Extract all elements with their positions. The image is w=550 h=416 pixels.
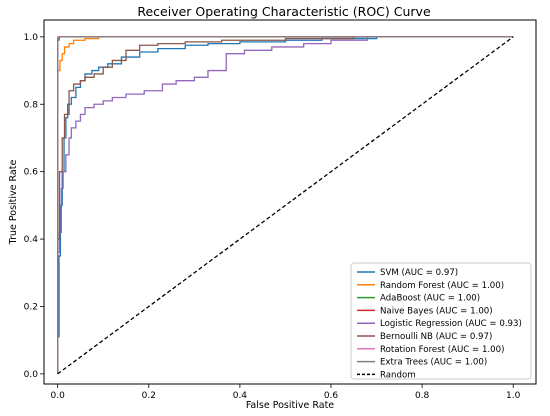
y-axis-label: True Positive Rate (8, 160, 19, 246)
legend: SVM (AUC = 0.97) Random Forest (AUC = 1.0… (350, 262, 532, 380)
legend-label-rotation-forest: Rotation Forest (AUC = 1.00) (380, 345, 504, 355)
x-axis-label: False Positive Rate (246, 400, 334, 411)
x-tick-label: 0.8 (415, 391, 430, 401)
legend-box (350, 262, 532, 380)
y-tick-label: 0.0 (24, 370, 39, 380)
y-tick-label: 0.6 (24, 168, 39, 178)
x-tick-label: 0.4 (233, 391, 248, 401)
y-tick-label: 0.2 (24, 302, 38, 312)
series-layer (57, 36, 514, 375)
series-line-logistic-regression (57, 36, 514, 374)
y-axis-ticks: 0.0 0.2 0.4 0.6 0.8 1.0 (24, 33, 44, 380)
series-line-extra-trees (57, 36, 514, 374)
y-tick-label: 1.0 (24, 33, 39, 43)
legend-label-logistic-regression: Logistic Regression (AUC = 0.93) (380, 319, 522, 329)
x-tick-label: 0.0 (51, 391, 66, 401)
x-tick-label: 0.2 (142, 391, 156, 401)
x-tick-label: 1.0 (506, 391, 521, 401)
legend-label-extra-trees: Extra Trees (AUC = 1.00) (380, 358, 487, 368)
series-line-random-forest (57, 36, 514, 374)
legend-label-random-forest: Random Forest (AUC = 1.00) (380, 281, 504, 291)
plot-frame (43, 19, 537, 385)
legend-label-random: Random (380, 370, 416, 380)
x-axis-ticks: 0.0 0.2 0.4 0.6 0.8 1.0 (51, 384, 521, 401)
chart-title: Receiver Operating Characteristic (ROC) … (137, 4, 431, 19)
y-tick-label: 0.8 (24, 100, 39, 110)
x-tick-label: 0.6 (324, 391, 339, 401)
series-line-random (57, 36, 514, 375)
legend-label-bernoulli-nb: Bernoulli NB (AUC = 0.97) (380, 332, 492, 342)
legend-label-naive-bayes: Naive Bayes (AUC = 1.00) (380, 306, 493, 316)
legend-label-adaboost: AdaBoost (AUC = 1.00) (380, 294, 480, 304)
y-tick-label: 0.4 (24, 235, 39, 245)
legend-label-svm: SVM (AUC = 0.97) (380, 268, 458, 278)
series-line-bernoulli-nb (57, 36, 514, 374)
